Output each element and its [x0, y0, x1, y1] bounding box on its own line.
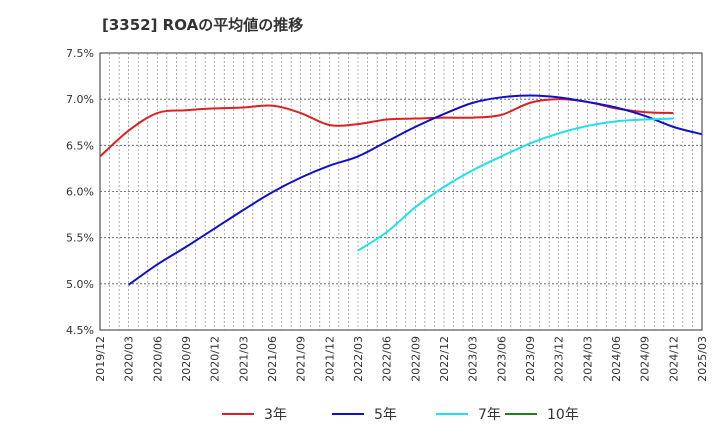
- x-tick-label: 2024/12: [667, 336, 680, 382]
- y-tick-label: 6.0%: [66, 186, 94, 199]
- chart-title: [3352] ROAの平均値の推移: [102, 16, 304, 34]
- legend-label-3: 7年: [478, 407, 501, 423]
- y-tick-label: 4.5%: [66, 324, 94, 337]
- y-tick-label: 7.0%: [66, 93, 94, 106]
- series-layer: [99, 94, 703, 286]
- x-tick-label: 2024/09: [639, 336, 652, 382]
- x-tick-label: 2020/09: [180, 336, 193, 382]
- y-tick-label: 7.5%: [66, 47, 94, 60]
- x-tick-label: 2024/03: [581, 336, 594, 382]
- legend: 3年 5年 7年 10年: [222, 407, 579, 423]
- x-tick-label: 2023/06: [495, 336, 508, 382]
- legend-label-1: 3年: [264, 407, 287, 423]
- x-tick-label: 2022/06: [381, 336, 394, 382]
- x-tick-label: 2020/03: [123, 336, 136, 382]
- x-tick-label: 2019/12: [94, 336, 107, 382]
- legend-label-2: 5年: [374, 407, 397, 423]
- y-tick-label: 6.5%: [66, 139, 94, 152]
- x-tick-label: 2021/03: [237, 336, 250, 382]
- legend-label-4: 10年: [547, 407, 579, 423]
- y-tick-label: 5.5%: [66, 232, 94, 245]
- x-tick-label: 2025/03: [696, 336, 709, 382]
- x-tick-label: 2021/06: [266, 336, 279, 382]
- x-tick-label: 2020/06: [151, 336, 164, 382]
- x-tick-label: 2023/09: [524, 336, 537, 382]
- series-line-2: [128, 94, 703, 286]
- grid-layer: [99, 52, 703, 331]
- x-tick-label: 2022/09: [409, 336, 422, 382]
- y-tick-label: 5.0%: [66, 278, 94, 291]
- x-tick-label: 2021/12: [323, 336, 336, 382]
- series-line-3: [357, 117, 674, 252]
- axis-layer: 4.5% 5.0% 5.5% 6.0% 6.5% 7.0% 7.5% 2019/12 2020/…: [66, 47, 709, 382]
- x-tick-label: 2022/03: [352, 336, 365, 382]
- x-tick-label: 2021/09: [295, 336, 308, 382]
- x-tick-label: 2023/12: [553, 336, 566, 382]
- x-tick-label: 2023/03: [467, 336, 480, 382]
- x-tick-label: 2020/12: [209, 336, 222, 382]
- x-tick-label: 2024/06: [610, 336, 623, 382]
- x-tick-label: 2022/12: [438, 336, 451, 382]
